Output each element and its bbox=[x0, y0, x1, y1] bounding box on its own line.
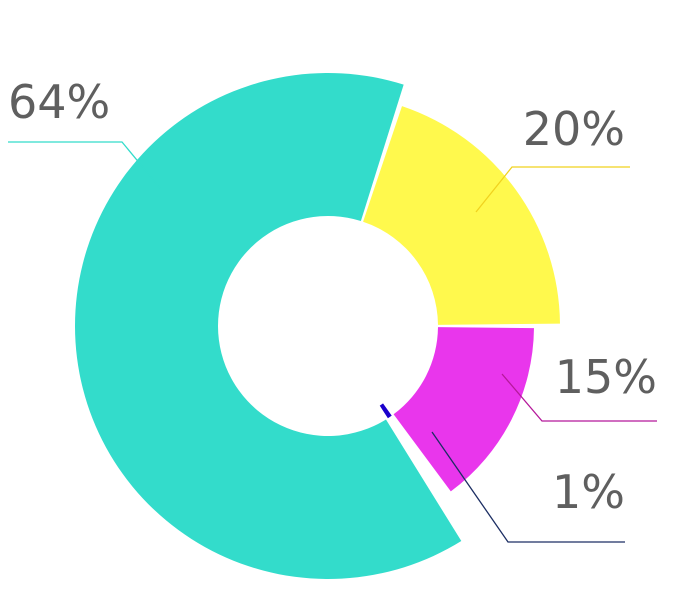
leader-lines bbox=[8, 141, 657, 543]
leader-line-1 bbox=[431, 431, 625, 543]
donut-slice-64 bbox=[75, 72, 462, 579]
donut-slice-15 bbox=[393, 327, 534, 492]
data-label-15: 15% bbox=[555, 350, 657, 404]
data-label-64: 64% bbox=[8, 75, 110, 129]
donut-slice-20 bbox=[363, 106, 560, 325]
leader-line-64 bbox=[8, 141, 161, 189]
leader-line-20 bbox=[475, 166, 630, 213]
data-label-20: 20% bbox=[523, 102, 625, 156]
chart-slices bbox=[75, 72, 560, 579]
donut-slice-1 bbox=[379, 403, 392, 419]
data-label-1: 1% bbox=[552, 465, 625, 519]
data-labels: 64% 20% 15% 1% bbox=[8, 75, 657, 519]
leader-line-15 bbox=[501, 373, 657, 422]
